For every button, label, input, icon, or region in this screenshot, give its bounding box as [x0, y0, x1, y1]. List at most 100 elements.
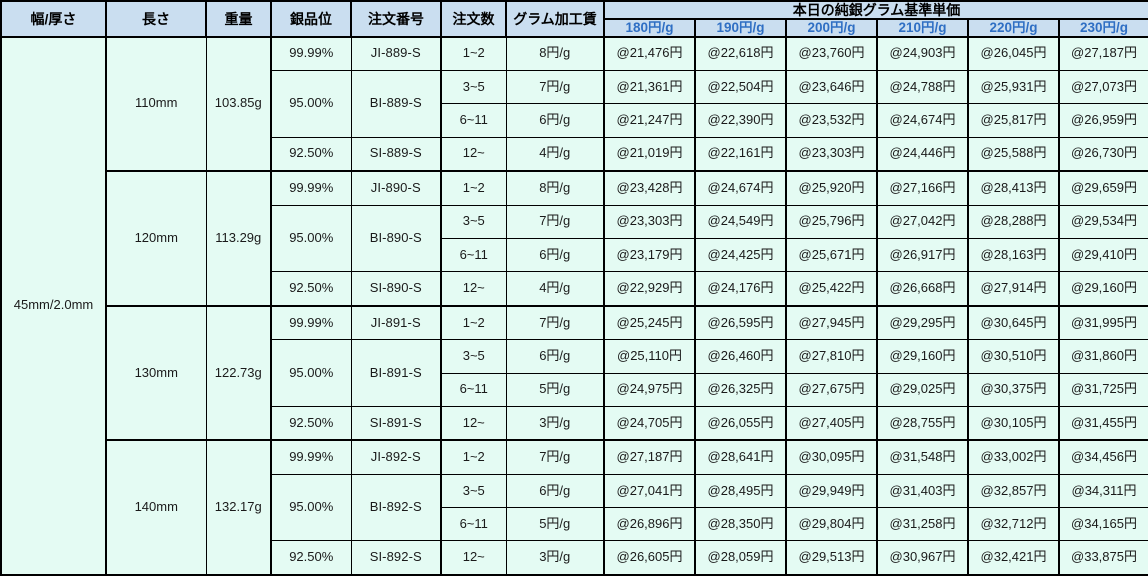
- header-rate-220: 220円/g: [967, 18, 1060, 38]
- cell-processing-fee: 7円/g: [505, 439, 605, 475]
- cell-price-220yen: @30,105円: [967, 405, 1060, 442]
- table-row: 6~11 6円/g @21,247円 @22,390円 @23,532円 @24,674円…: [1, 103, 1148, 138]
- header-rate-230: 230円/g: [1058, 18, 1148, 38]
- cell-price-220yen: @26,045円: [967, 35, 1060, 72]
- cell-order-number[interactable]: JI-889-S: [350, 35, 442, 72]
- cell-price-220yen: @32,712円: [967, 507, 1060, 542]
- cell-price-220yen: @32,421円: [967, 540, 1060, 576]
- table-row: 6~11 6円/g @23,179円 @24,425円 @25,671円 @26,917円…: [1, 237, 1148, 273]
- cell-processing-fee: 6円/g: [505, 103, 605, 138]
- cell-purity: 99.99%: [270, 439, 352, 475]
- cell-order-number[interactable]: JI-890-S: [350, 170, 442, 206]
- cell-price-200yen: @29,804円: [785, 507, 878, 542]
- cell-price-200yen: @23,646円: [785, 70, 878, 105]
- cell-processing-fee: 8円/g: [505, 35, 605, 72]
- table-row: 92.50% SI-892-S 12~ 3円/g @26,605円 @28,059円 @29…: [1, 540, 1148, 576]
- cell-price-200yen: @25,671円: [785, 237, 878, 273]
- cell-price-220yen: @28,413円: [967, 170, 1060, 206]
- table-row: 6~11 5円/g @26,896円 @28,350円 @29,804円 @31,258円…: [1, 507, 1148, 542]
- cell-price-220yen: @25,588円: [967, 136, 1060, 173]
- cell-order-qty: 6~11: [440, 237, 507, 273]
- cell-order-number[interactable]: JI-891-S: [350, 304, 442, 341]
- header-row-primary: 幅/厚さ 長さ 重量 銀品位 注文番号 注文数 グラム加工賃 本日の純銀グラム基…: [0, 0, 1148, 38]
- cell-processing-fee: 5円/g: [505, 507, 605, 542]
- cell-price-200yen: @27,945円: [785, 304, 878, 341]
- cell-weight: 113.29g: [205, 170, 272, 307]
- cell-processing-fee: 8円/g: [505, 170, 605, 206]
- table-row: 95.00% BI-890-S 3~5 7円/g @23,303円 @24,549円 @25…: [1, 204, 1148, 273]
- cell-order-qty: 3~5: [440, 70, 507, 105]
- cell-order-number[interactable]: SI-891-S: [350, 405, 442, 442]
- cell-price-210yen: @28,755円: [876, 405, 969, 442]
- cell-price-230yen: @29,160円: [1058, 271, 1148, 307]
- cell-price-220yen: @27,914円: [967, 271, 1060, 307]
- cell-purity: 92.50%: [270, 136, 352, 173]
- cell-order-number[interactable]: BI-892-S: [350, 473, 442, 542]
- cell-price-220yen: @33,002円: [967, 439, 1060, 475]
- cell-price-220yen: @32,857円: [967, 473, 1060, 509]
- cell-price-180yen: @27,187円: [603, 439, 696, 475]
- table-row: 45mm/2.0mm 110mm 103.85g 99.99% JI-889-S 1~2 8…: [0, 35, 1148, 576]
- cell-order-number[interactable]: SI-890-S: [350, 271, 442, 307]
- cell-order-number[interactable]: BI-889-S: [350, 70, 442, 138]
- cell-price-210yen: @24,674円: [876, 103, 969, 138]
- cell-price-220yen: @25,817円: [967, 103, 1060, 138]
- cell-price-230yen: @34,165円: [1058, 507, 1148, 542]
- cell-processing-fee: 3円/g: [505, 405, 605, 442]
- cell-price-230yen: @33,875円: [1058, 540, 1148, 576]
- cell-price-190yen: @28,059円: [694, 540, 787, 576]
- cell-price-210yen: @29,025円: [876, 372, 969, 407]
- cell-price-200yen: @27,405円: [785, 405, 878, 442]
- table-row: 92.50% SI-890-S 12~ 4円/g @22,929円 @24,176円 @25…: [1, 271, 1148, 307]
- cell-order-number[interactable]: SI-892-S: [350, 540, 442, 576]
- cell-weight: 103.85g: [205, 35, 272, 172]
- cell-price-180yen: @24,975円: [603, 372, 696, 407]
- cell-price-190yen: @22,390円: [694, 103, 787, 138]
- cell-processing-fee: 7円/g: [505, 304, 605, 341]
- header-processing-fee: グラム加工賃: [505, 0, 605, 38]
- cell-order-number[interactable]: SI-889-S: [350, 136, 442, 173]
- cell-price-190yen: @28,641円: [694, 439, 787, 475]
- cell-price-180yen: @21,247円: [603, 103, 696, 138]
- header-rate-190: 190円/g: [694, 18, 787, 38]
- cell-order-qty: 12~: [440, 405, 507, 442]
- cell-order-qty: 1~2: [440, 170, 507, 206]
- cell-price-200yen: @29,513円: [785, 540, 878, 576]
- cell-price-190yen: @24,549円: [694, 204, 787, 239]
- cell-price-230yen: @27,073円: [1058, 70, 1148, 105]
- header-order-number: 注文番号: [350, 0, 442, 38]
- cell-price-180yen: @21,476円: [603, 35, 696, 72]
- cell-price-200yen: @25,422円: [785, 271, 878, 307]
- cell-price-200yen: @23,760円: [785, 35, 878, 72]
- cell-price-200yen: @29,949円: [785, 473, 878, 509]
- cell-order-number[interactable]: BI-891-S: [350, 339, 442, 407]
- cell-price-190yen: @22,618円: [694, 35, 787, 72]
- cell-width-thickness: 45mm/2.0mm: [0, 36, 107, 576]
- cell-order-number[interactable]: JI-892-S: [350, 439, 442, 475]
- table-row: 92.50% SI-891-S 12~ 3円/g @24,705円 @26,055円 @27…: [1, 405, 1148, 442]
- cell-price-190yen: @22,161円: [694, 136, 787, 173]
- cell-price-190yen: @24,176円: [694, 271, 787, 307]
- cell-order-qty: 12~: [440, 136, 507, 173]
- cell-price-180yen: @21,361円: [603, 70, 696, 105]
- cell-price-210yen: @29,160円: [876, 339, 969, 374]
- cell-processing-fee: 6円/g: [505, 339, 605, 374]
- table-row: 140mm 132.17g 99.99% JI-892-S 1~2 7円/g @27,187…: [1, 439, 1148, 576]
- cell-price-180yen: @25,245円: [603, 304, 696, 341]
- table-row: 130mm 122.73g 99.99% JI-891-S 1~2 7円/g @25,245…: [1, 304, 1148, 441]
- cell-price-220yen: @28,288円: [967, 204, 1060, 239]
- cell-price-210yen: @31,548円: [876, 439, 969, 475]
- cell-order-number[interactable]: BI-890-S: [350, 204, 442, 273]
- cell-price-180yen: @27,041円: [603, 473, 696, 509]
- cell-price-190yen: @26,460円: [694, 339, 787, 374]
- cell-processing-fee: 3円/g: [505, 540, 605, 576]
- cell-price-210yen: @31,258円: [876, 507, 969, 542]
- cell-price-230yen: @29,410円: [1058, 237, 1148, 273]
- cell-price-180yen: @23,303円: [603, 204, 696, 239]
- cell-price-230yen: @26,730円: [1058, 136, 1148, 173]
- table-body: 45mm/2.0mm 110mm 103.85g 99.99% JI-889-S 1~2 8…: [0, 35, 1148, 576]
- cell-weight: 122.73g: [205, 304, 272, 441]
- cell-order-qty: 12~: [440, 540, 507, 576]
- cell-processing-fee: 5円/g: [505, 372, 605, 407]
- table-header: 幅/厚さ 長さ 重量 銀品位 注文番号 注文数 グラム加工賃 本日の純銀グラム基…: [0, 0, 1148, 38]
